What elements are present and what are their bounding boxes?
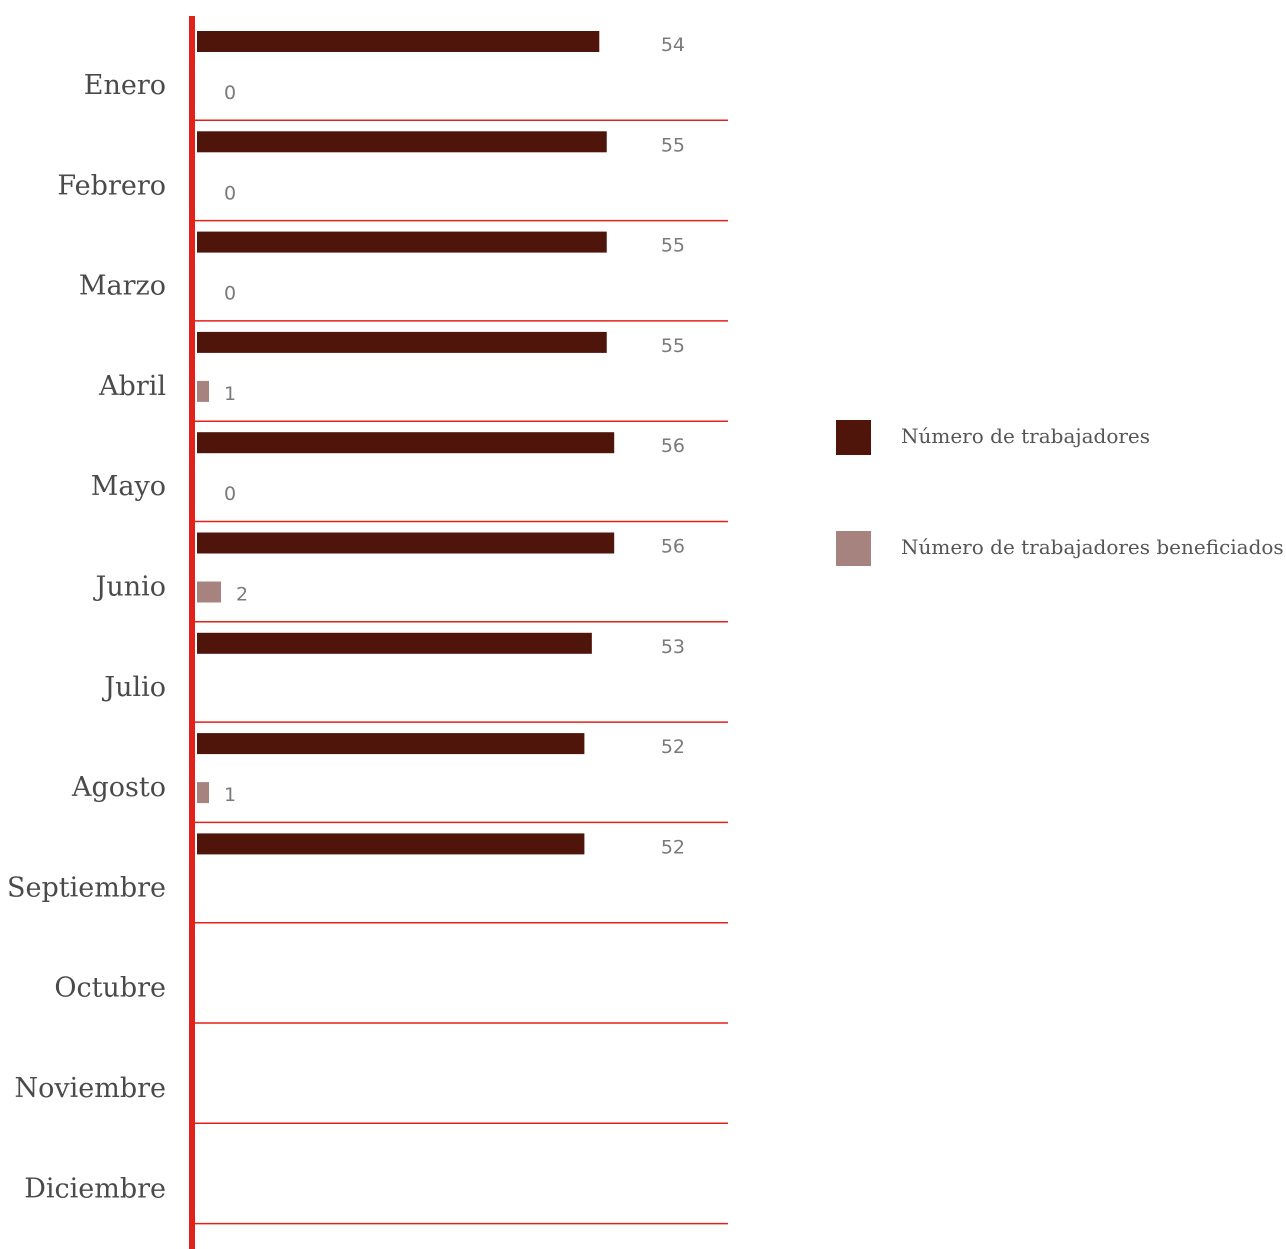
legend-swatch-beneficiados — [836, 531, 871, 566]
category-label: Agosto — [71, 772, 166, 803]
value-label-beneficiados: 0 — [224, 182, 236, 204]
bar-trabajadores — [197, 833, 585, 855]
bar-beneficiados — [197, 581, 221, 603]
value-label-trabajadores: 55 — [661, 235, 685, 257]
bar-trabajadores — [197, 632, 592, 654]
legend-swatch-trabajadores — [836, 420, 871, 455]
bar-trabajadores — [197, 532, 615, 554]
legend-label-beneficiados: Número de trabajadores beneficiados — [901, 535, 1284, 559]
row-separators — [192, 119, 728, 1225]
category-label: Noviembre — [14, 1073, 166, 1104]
legend-label-trabajadores: Número de trabajadores — [901, 424, 1151, 448]
category-label: Junio — [93, 572, 167, 603]
bar-trabajadores — [197, 733, 585, 755]
value-label-beneficiados: 1 — [224, 383, 236, 405]
value-label-trabajadores: 55 — [661, 335, 685, 357]
category-label: Octubre — [54, 973, 166, 1004]
value-label-beneficiados: 0 — [224, 82, 236, 104]
bar-trabajadores — [197, 31, 600, 52]
value-label-trabajadores: 53 — [661, 636, 685, 658]
value-label-trabajadores: 55 — [661, 134, 685, 156]
category-label: Diciembre — [24, 1173, 166, 1204]
bar-beneficiados — [197, 380, 209, 402]
value-label-trabajadores: 54 — [661, 34, 685, 56]
category-label: Marzo — [79, 271, 166, 302]
category-label: Septiembre — [7, 872, 166, 903]
category-label: Julio — [101, 672, 166, 703]
bar-trabajadores — [197, 231, 607, 253]
bar-trabajadores — [197, 131, 607, 153]
category-label: Febrero — [57, 170, 166, 201]
bars — [197, 31, 615, 855]
value-label-beneficiados: 2 — [236, 584, 248, 606]
value-label-beneficiados: 1 — [224, 784, 236, 806]
bar-beneficiados — [197, 782, 209, 804]
value-label-trabajadores: 52 — [661, 736, 685, 758]
category-label: Mayo — [91, 471, 166, 502]
category-label: Abril — [98, 371, 166, 402]
category-label: Enero — [84, 70, 166, 101]
category-labels: Enero Febrero Marzo Abril Mayo Junio Julio Agos… — [7, 70, 166, 1204]
value-label-trabajadores: 52 — [661, 836, 685, 858]
bar-trabajadores — [197, 432, 615, 454]
value-labels: 54 0 55 0 55 0 55 1 56 0 56 2 53 52 1 52 — [224, 34, 685, 858]
value-label-trabajadores: 56 — [661, 435, 685, 457]
bar-trabajadores — [197, 331, 607, 353]
value-label-trabajadores: 56 — [661, 536, 685, 558]
value-label-beneficiados: 0 — [224, 283, 236, 305]
value-label-beneficiados: 0 — [224, 483, 236, 505]
